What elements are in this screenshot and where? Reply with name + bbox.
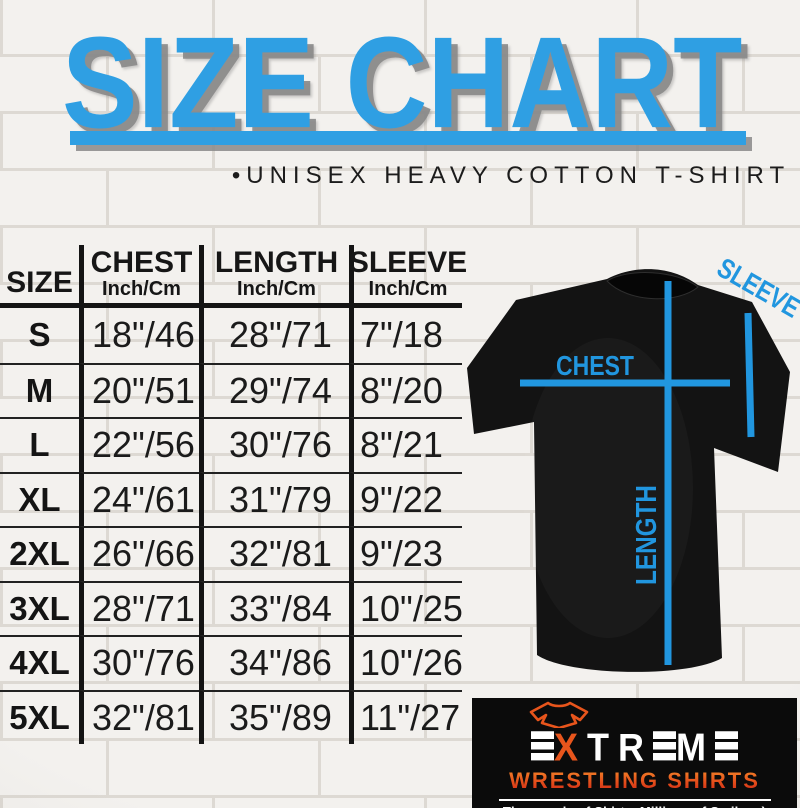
- header-sleeve-label: SLEEVE: [348, 245, 468, 279]
- cell-chest: 26"/66: [79, 526, 199, 581]
- header-chest-units: Inch/Cm: [102, 278, 181, 300]
- cell-chest: 24"/61: [79, 471, 199, 526]
- page-title: SIZE CHART: [62, 9, 743, 155]
- header-chest-label: CHEST: [90, 245, 193, 279]
- cell-sleeve: 8"/21: [349, 417, 462, 472]
- cell-length: 29"/74: [199, 362, 349, 417]
- logo-divider: [498, 799, 771, 801]
- header-length: LENGTH Inch/Cm: [199, 245, 349, 308]
- cell-sleeve: 10"/25: [349, 580, 463, 635]
- cell-chest: 20"/51: [79, 362, 199, 417]
- cell-length: 34"/86: [199, 635, 349, 690]
- cell-size: XL: [0, 471, 79, 527]
- cell-length: 30"/76: [199, 417, 349, 472]
- product-subtitle: •UNISEX HEAVY COTTON T-SHIRT: [231, 162, 791, 189]
- cell-chest: 30"/76: [79, 635, 199, 690]
- tshirt-silhouette: [467, 269, 790, 672]
- brand-letter: T: [587, 724, 618, 770]
- cell-length: 28"/71: [199, 308, 349, 363]
- sleeve-line: [744, 312, 755, 438]
- header-size: SIZE: [0, 245, 79, 308]
- tshirt-collar: [606, 272, 699, 300]
- size-table: SIZE CHEST Inch/Cm LENGTH Inch/Cm SLEEVE…: [0, 245, 467, 745]
- cell-sleeve: 7"/18: [349, 308, 462, 363]
- cell-length: 33"/84: [199, 580, 349, 635]
- brand-name: EXTREME: [472, 724, 797, 770]
- cell-size: 2XL: [0, 526, 79, 581]
- cell-chest: 32"/81: [79, 689, 199, 744]
- cell-sleeve: 11"/27: [349, 689, 462, 744]
- cell-length: 31"/79: [199, 471, 349, 526]
- chest-label: CHEST: [556, 350, 634, 381]
- cell-size: L: [0, 417, 79, 472]
- cell-chest: 28"/71: [79, 580, 199, 635]
- header-sleeve: SLEEVE Inch/Cm: [349, 245, 467, 308]
- cell-chest: 22"/56: [79, 417, 199, 472]
- tshirt-icon: [529, 701, 589, 728]
- cell-sleeve: 8"/20: [349, 362, 462, 417]
- cell-size: S: [28, 316, 51, 354]
- cell-sleeve: 10"/26: [349, 635, 463, 690]
- brand-letter: M: [676, 724, 715, 770]
- cell-size: 3XL: [0, 580, 79, 636]
- header-length-units: Inch/Cm: [237, 278, 316, 300]
- brand-subname: WRESTLING SHIRTS: [472, 768, 797, 794]
- title-underline: [70, 131, 746, 145]
- brand-letter: X: [553, 724, 587, 770]
- cell-length: 32"/81: [199, 526, 349, 581]
- brand-letter: E: [653, 731, 676, 761]
- cell-size: M: [0, 362, 79, 418]
- cell-sleeve: 9"/23: [349, 526, 462, 581]
- cell-size: 4XL: [0, 635, 79, 690]
- brand-letter: R: [618, 724, 653, 770]
- header-sleeve-units: Inch/Cm: [368, 278, 448, 300]
- brand-letter: E: [715, 731, 738, 761]
- header-chest: CHEST Inch/Cm: [79, 245, 199, 308]
- tshirt-graphic: CHEST LENGTH SLEEVE: [467, 258, 800, 672]
- tshirt-measurement-diagram: CHEST LENGTH SLEEVE: [458, 258, 800, 710]
- brand-logo: EXTREME WRESTLING SHIRTS Thousands of Sh…: [472, 698, 797, 808]
- cell-chest: 18"/46: [79, 308, 199, 363]
- cell-size: 5XL: [0, 689, 79, 745]
- length-label: LENGTH: [631, 485, 663, 585]
- cell-sleeve: 9"/22: [349, 471, 462, 526]
- brand-letter: E: [530, 731, 554, 761]
- header-length-label: LENGTH: [214, 245, 339, 279]
- brand-tagline: Thousands of Shirts. Millions of Smiles …: [472, 804, 797, 808]
- cell-length: 35"/89: [199, 689, 349, 744]
